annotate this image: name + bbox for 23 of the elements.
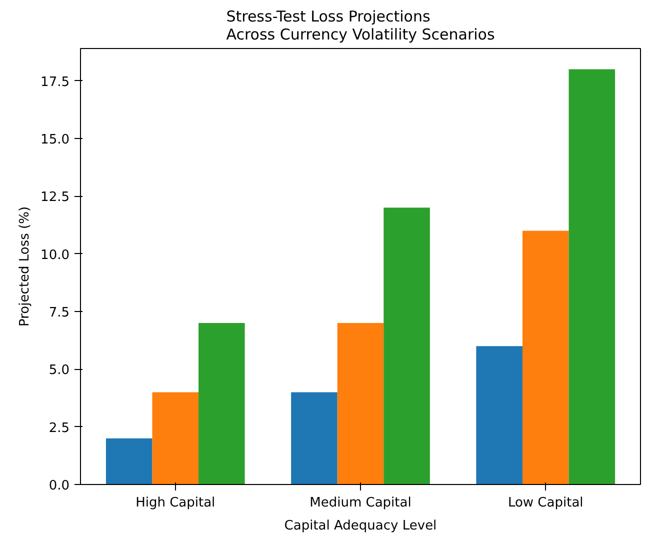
bar bbox=[152, 392, 199, 484]
y-tick-label: 7.5 bbox=[48, 305, 70, 320]
y-tick-label: 12.5 bbox=[40, 190, 70, 206]
bar bbox=[291, 392, 338, 484]
bar bbox=[384, 208, 430, 484]
chart-title: Stress-Test Loss Projections Across Currency Volatility Scenarios bbox=[226, 8, 495, 44]
x-tick-label: Medium Capital bbox=[310, 496, 412, 510]
bar bbox=[106, 438, 152, 484]
bar bbox=[522, 230, 569, 484]
y-tick-label: 15.0 bbox=[40, 132, 70, 148]
y-tick-label: 10.0 bbox=[40, 248, 70, 263]
bar bbox=[337, 323, 384, 484]
bar bbox=[198, 323, 245, 484]
y-tick-label: 5.0 bbox=[48, 363, 70, 378]
x-tick-label: High Capital bbox=[136, 496, 216, 510]
y-tick-label: 0.0 bbox=[48, 478, 70, 494]
y-tick-label: 2.5 bbox=[48, 420, 70, 436]
y-axis-title: Projected Loss (%) bbox=[18, 206, 33, 326]
bar bbox=[476, 346, 522, 484]
bar bbox=[568, 69, 616, 484]
x-axis-title: Capital Adequacy Level bbox=[284, 518, 437, 534]
x-tick-label: Low Capital bbox=[508, 496, 584, 510]
y-tick-label: 17.5 bbox=[40, 74, 70, 90]
